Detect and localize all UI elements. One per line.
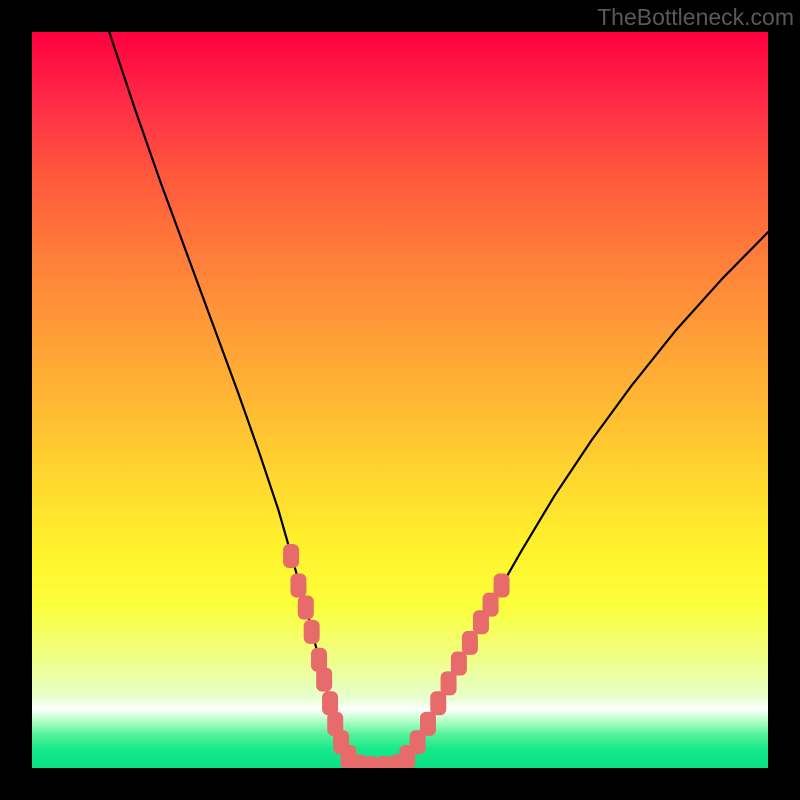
data-marker <box>283 544 299 568</box>
watermark-text: TheBottleneck.com <box>597 4 794 31</box>
data-marker <box>304 620 320 644</box>
data-marker <box>316 668 332 692</box>
data-marker <box>298 596 314 620</box>
data-marker <box>462 631 478 655</box>
chart-plot-area <box>32 32 768 768</box>
chart-curves-layer <box>32 32 768 768</box>
data-marker <box>494 573 510 597</box>
data-marker <box>430 691 446 715</box>
data-marker <box>322 691 338 715</box>
data-marker <box>290 573 306 597</box>
data-marker <box>420 712 436 736</box>
data-markers <box>283 544 510 768</box>
data-marker <box>451 651 467 675</box>
data-marker <box>441 671 457 695</box>
bottleneck-curve <box>109 32 768 768</box>
